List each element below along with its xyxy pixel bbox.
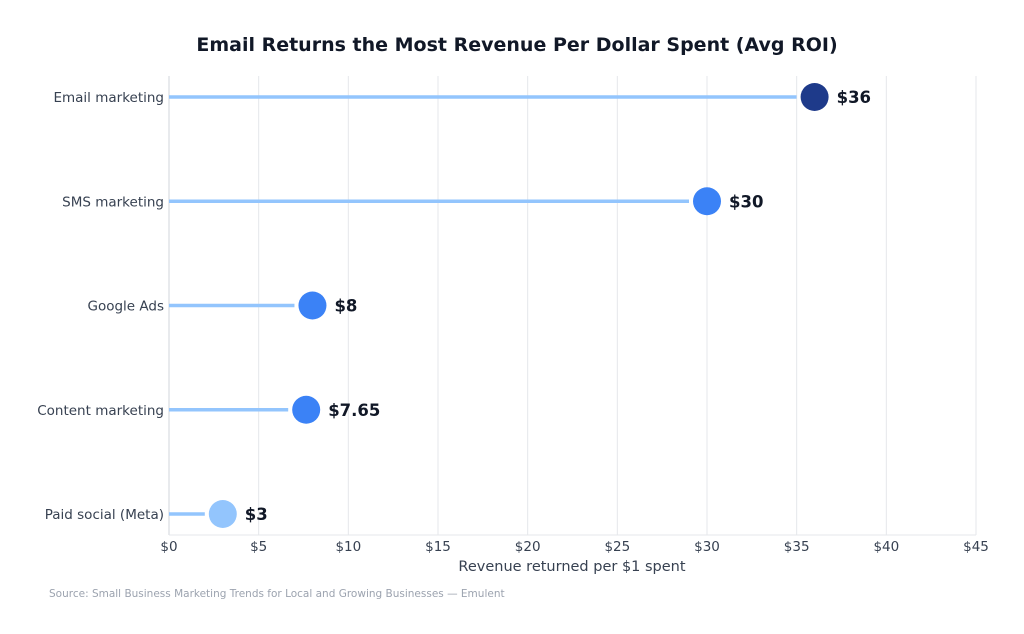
- lollipop-dot: [208, 500, 237, 528]
- category-label: Email marketing: [53, 90, 164, 106]
- x-axis: $0 $5 $10 $15 $20 $25 $30 $35 $40 $45: [160, 534, 989, 555]
- data-label: $3: [245, 505, 268, 524]
- data-label: $30: [729, 192, 763, 211]
- x-tick-label: $5: [250, 539, 267, 555]
- x-axis-label: Revenue returned per $1 spent: [458, 559, 685, 575]
- category-label: Content marketing: [37, 403, 164, 419]
- x-tick-label: $45: [963, 539, 989, 555]
- x-tick-label: $10: [335, 539, 361, 555]
- lollipop-dot: [298, 291, 327, 320]
- x-tick-label: $30: [694, 539, 720, 555]
- x-tick-label: $0: [160, 539, 177, 555]
- data-label: $7.65: [328, 401, 380, 420]
- category-label: Google Ads: [88, 299, 165, 315]
- lollipop-dot: [292, 395, 321, 424]
- data-label: $36: [837, 88, 871, 107]
- data-label: $8: [334, 297, 357, 316]
- category-label: Paid social (Meta): [45, 507, 164, 523]
- chart-title: Email Returns the Most Revenue Per Dolla…: [196, 34, 837, 56]
- x-tick-label: $15: [425, 539, 451, 555]
- lollipop-dot: [800, 83, 829, 111]
- lollipop-dot: [693, 187, 721, 216]
- x-tick-label: $35: [784, 539, 810, 555]
- source-note: Source: Small Business Marketing Trends …: [49, 588, 505, 600]
- x-tick-label: $20: [515, 539, 541, 555]
- grid: [168, 76, 977, 535]
- category-label: SMS marketing: [62, 194, 164, 210]
- marks: Email marketing $36 SMS marketing $30 Google…: [37, 83, 871, 528]
- x-tick-label: $25: [604, 539, 630, 555]
- x-tick-label: $40: [873, 539, 899, 555]
